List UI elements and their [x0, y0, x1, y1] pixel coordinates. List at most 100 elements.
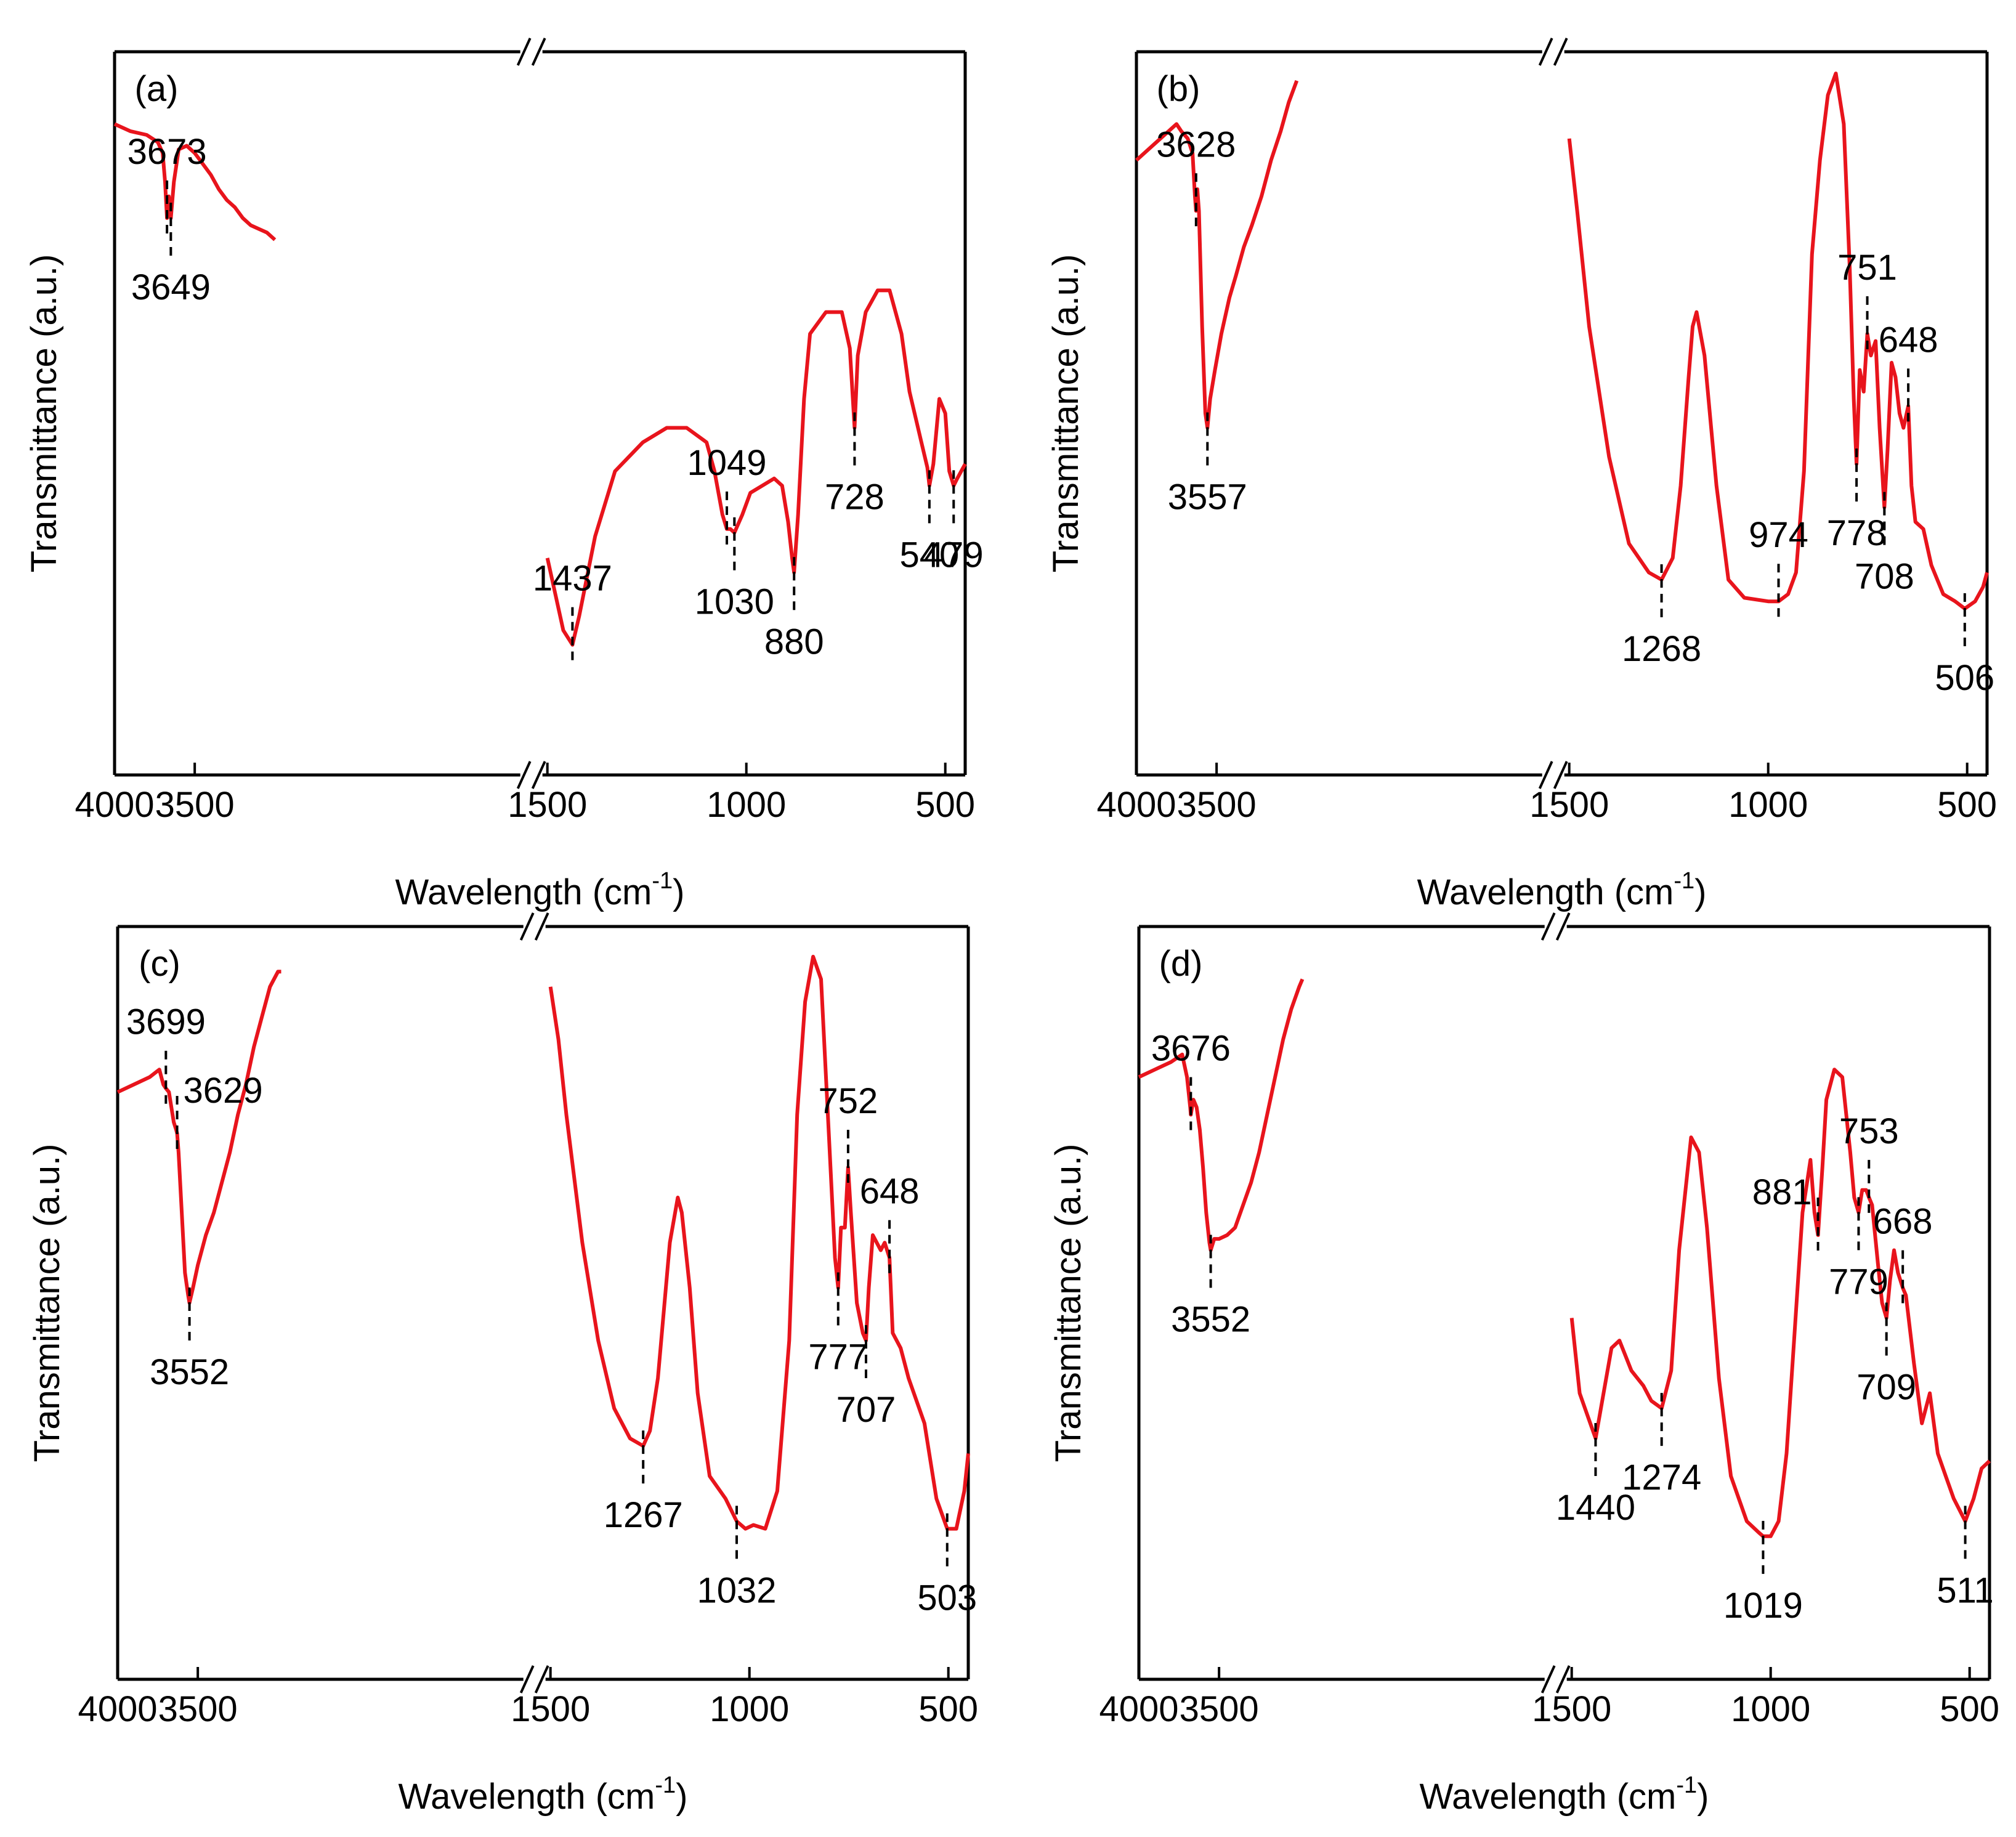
peak-label: 648	[1879, 320, 1938, 360]
axis-break-mark	[531, 761, 546, 789]
x-tick-label: 1000	[1728, 785, 1808, 825]
peak-label: 3552	[150, 1352, 229, 1392]
x-tick-label: 1500	[1529, 785, 1609, 825]
peak-label: 880	[764, 622, 824, 662]
spectrum-line-low-wavenumber	[1567, 71, 1989, 610]
panel-b: 4000 3500 1500 1000 500 (b) Wavelength (cm-1) T…	[1046, 38, 1997, 912]
panel-c: 4000 3500 1500 1000 500 (c) Wavelength (cm-1) T…	[27, 912, 978, 1817]
x-axis-title-sup: -1	[1676, 1772, 1697, 1798]
peak-label: 881	[1752, 1172, 1812, 1212]
spectrum-line-low-wavenumber	[1569, 1068, 1991, 1538]
x-tick-label: 1500	[1532, 1689, 1611, 1729]
peak-label: 778	[1827, 513, 1887, 553]
x-axis-title-sup: -1	[655, 1772, 676, 1798]
axis-break-mark	[1540, 912, 1556, 941]
x-axis-title: Wavelength (cm-1)	[399, 1772, 688, 1817]
peak-label: 3628	[1156, 124, 1236, 164]
y-axis-title: Transmittance (a.u.)	[27, 1144, 67, 1462]
x-tick-label: 3500	[155, 785, 235, 825]
axis-break-mark	[1555, 912, 1571, 941]
x-tick-label: 1000	[706, 785, 786, 825]
panel-a: 4000 3500 1500 1000 500 (a) Wavelength (cm-1) T…	[24, 38, 984, 912]
x-tick-label: 4000	[78, 1689, 157, 1729]
x-axis-title-close: )	[1697, 1777, 1709, 1817]
panel-d: 4000 3500 1500 1000 500 (d) Wavelength (cm-1) T…	[1048, 912, 1999, 1817]
peak-label: 3699	[126, 1002, 206, 1042]
x-axis-title-text: Wavelength (cm	[1417, 872, 1674, 912]
x-tick-label: 3500	[1177, 785, 1257, 825]
x-axis-title: Wavelength (cm-1)	[395, 868, 685, 912]
x-axis-title-sup: -1	[1674, 868, 1694, 894]
x-tick-label: 4000	[1096, 785, 1176, 825]
peak-label: 3673	[128, 132, 207, 172]
spectrum-line-high-wavenumber	[116, 970, 281, 1305]
x-tick-label: 1000	[1731, 1689, 1810, 1729]
peak-label: 3557	[1168, 477, 1247, 517]
x-axis-title-close: )	[1694, 872, 1706, 912]
axis-break-mark	[1553, 761, 1568, 789]
spectrum-line-high-wavenumber	[113, 122, 277, 241]
x-axis-title-text: Wavelength (cm	[395, 872, 652, 912]
axis-break-mark	[516, 761, 532, 789]
peak-label: 753	[1839, 1111, 1899, 1151]
peak-label: 1274	[1622, 1458, 1701, 1498]
peak-label: 779	[1829, 1262, 1888, 1302]
peak-label: 708	[1855, 557, 1914, 597]
x-tick-label: 3500	[1180, 1689, 1259, 1729]
x-axis-title: Wavelength (cm-1)	[1420, 1772, 1709, 1817]
peak-label: 1030	[695, 582, 774, 622]
panel-label: (b)	[1157, 69, 1200, 109]
axis-break-mark	[1540, 1665, 1556, 1693]
peak-label: 540	[899, 535, 959, 575]
peak-label: 1437	[533, 559, 612, 599]
panel-label: (a)	[135, 69, 179, 109]
x-tick-label: 1500	[511, 1689, 590, 1729]
axis-break-mark	[516, 38, 532, 66]
axis-break-mark	[531, 38, 546, 66]
peak-label: 707	[836, 1390, 896, 1430]
peak-label: 1049	[687, 443, 767, 483]
panel-label: (d)	[1159, 944, 1203, 984]
peak-label: 668	[1873, 1202, 1933, 1242]
x-tick-label: 500	[1937, 785, 1997, 825]
peak-label: 1019	[1723, 1586, 1803, 1626]
x-axis-title: Wavelength (cm-1)	[1417, 868, 1707, 912]
peak-label: 3649	[131, 267, 211, 307]
axis-break-mark	[534, 1665, 549, 1693]
panel-label: (c)	[139, 944, 180, 984]
peak-label: 479	[924, 535, 984, 575]
peak-label: 751	[1837, 248, 1897, 288]
peak-label: 777	[808, 1337, 868, 1377]
peak-label: 3629	[184, 1071, 263, 1111]
peak-label: 1032	[697, 1570, 777, 1610]
peak-label: 503	[917, 1578, 977, 1618]
peak-label: 3676	[1151, 1029, 1231, 1069]
x-axis-title-text: Wavelength (cm	[399, 1777, 655, 1817]
peak-label: 648	[860, 1172, 920, 1212]
x-axis-title-close: )	[676, 1777, 687, 1817]
axis-break-mark	[1538, 38, 1553, 66]
peak-label: 506	[1935, 658, 1994, 698]
axis-break-mark	[1553, 38, 1568, 66]
x-tick-label: 1500	[508, 785, 587, 825]
spectrum-line-low-wavenumber	[548, 954, 970, 1531]
y-axis-title: Transmittance (a.u.)	[1048, 1144, 1088, 1462]
x-tick-label: 1000	[710, 1689, 789, 1729]
x-tick-label: 4000	[1099, 1689, 1178, 1729]
spectrum-line-high-wavenumber	[1138, 978, 1305, 1252]
peak-label: 511	[1937, 1570, 1993, 1610]
axis-break-mark	[1555, 1665, 1571, 1693]
peak-label: 1268	[1622, 629, 1701, 669]
peak-label: 728	[825, 477, 885, 517]
y-axis-title: Transmittance (a.u.)	[24, 254, 64, 573]
x-axis-title-text: Wavelength (cm	[1420, 1777, 1677, 1817]
x-tick-label: 500	[915, 785, 975, 825]
peak-label: 1440	[1556, 1488, 1635, 1528]
x-tick-label: 500	[1940, 1689, 1999, 1729]
axis-break-mark	[519, 912, 535, 941]
axis-break-mark	[1538, 761, 1553, 789]
axis-break-mark	[534, 912, 549, 941]
peak-label: 974	[1749, 515, 1808, 555]
peak-label: 752	[819, 1081, 878, 1121]
